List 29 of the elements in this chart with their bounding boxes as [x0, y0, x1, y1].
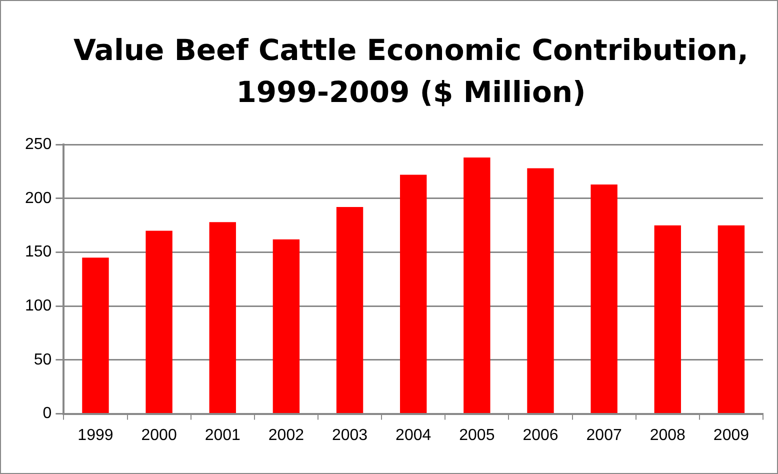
x-tick-label: 2005	[459, 426, 495, 444]
x-tick-label: 2002	[268, 426, 304, 444]
x-tick-label: 2009	[713, 426, 750, 444]
bar	[590, 184, 618, 414]
y-tick-label: 150	[24, 244, 52, 261]
bar	[527, 168, 554, 414]
x-tick-label: 2008	[650, 426, 686, 444]
bar	[209, 222, 236, 414]
bar	[464, 158, 490, 414]
x-tick-label: 2001	[204, 426, 241, 444]
y-tick-label: 50	[34, 351, 52, 368]
bar	[400, 174, 427, 414]
x-tick-label: 2000	[141, 426, 177, 444]
bar	[336, 207, 364, 414]
x-tick-label: 2006	[522, 426, 558, 444]
bar	[654, 225, 681, 414]
y-tick-label: 250	[24, 136, 52, 154]
bar	[272, 239, 300, 414]
x-tick-label: 2003	[332, 426, 368, 444]
bar	[82, 258, 109, 414]
x-tick-label: 1999	[78, 426, 114, 444]
x-tick-label: 2007	[586, 426, 622, 444]
y-tick-label: 100	[24, 298, 52, 315]
y-tick-label: 0	[42, 405, 52, 422]
chart-title: Value Beef Cattle Economic Contribution, 1999-2009 ($ Million)	[72, 32, 750, 111]
bar	[146, 230, 172, 414]
y-tick-label: 200	[24, 190, 52, 207]
x-tick-label: 2004	[396, 426, 432, 444]
bar	[718, 225, 745, 414]
